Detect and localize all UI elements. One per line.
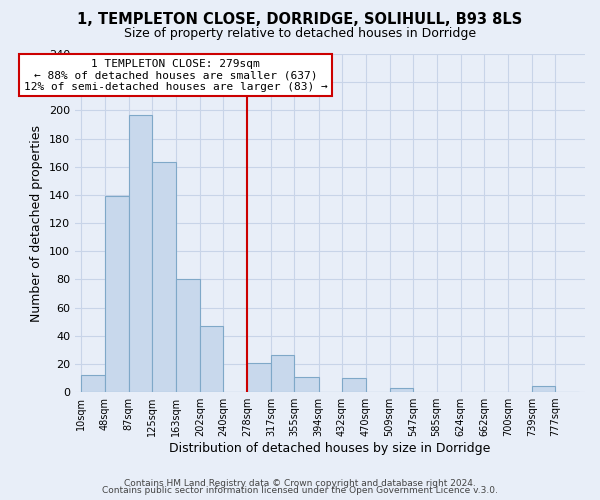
X-axis label: Distribution of detached houses by size in Dorridge: Distribution of detached houses by size … (169, 442, 491, 455)
Bar (532, 386, 556, 392)
Bar (389, 388, 413, 392)
Text: Size of property relative to detached houses in Dorridge: Size of property relative to detached ho… (124, 28, 476, 40)
Bar (295, 376, 319, 392)
Bar (81, 375, 104, 392)
Text: 1, TEMPLETON CLOSE, DORRIDGE, SOLIHULL, B93 8LS: 1, TEMPLETON CLOSE, DORRIDGE, SOLIHULL, … (77, 12, 523, 28)
Y-axis label: Number of detached properties: Number of detached properties (31, 124, 43, 322)
Text: Contains public sector information licensed under the Open Government Licence v.: Contains public sector information licen… (102, 486, 498, 495)
Text: 1 TEMPLETON CLOSE: 279sqm
← 88% of detached houses are smaller (637)
12% of semi: 1 TEMPLETON CLOSE: 279sqm ← 88% of detac… (24, 58, 328, 92)
Bar (247, 362, 271, 392)
Bar (176, 280, 200, 392)
Bar (104, 196, 129, 392)
Text: Contains HM Land Registry data © Crown copyright and database right 2024.: Contains HM Land Registry data © Crown c… (124, 478, 476, 488)
Bar (152, 162, 176, 392)
Bar (200, 326, 223, 392)
Bar (342, 378, 365, 392)
Bar (271, 356, 295, 392)
Bar (129, 114, 152, 392)
